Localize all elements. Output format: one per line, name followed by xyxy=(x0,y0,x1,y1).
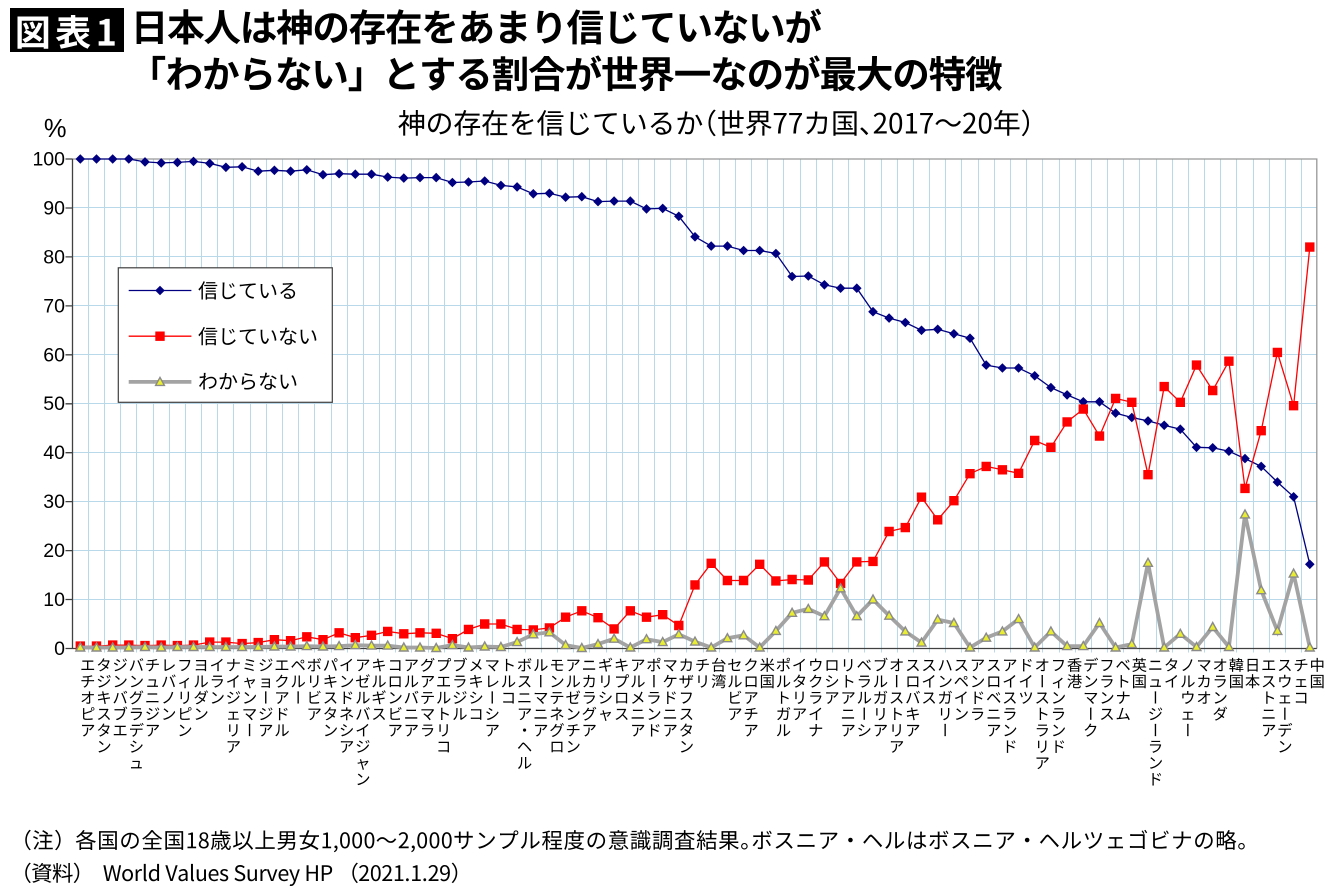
svg-text:90: 90 xyxy=(43,198,65,220)
svg-text:30: 30 xyxy=(43,491,65,513)
svg-text:100: 100 xyxy=(32,149,65,171)
svg-text:0: 0 xyxy=(54,638,65,660)
svg-text:80: 80 xyxy=(43,246,65,268)
svg-text:50: 50 xyxy=(43,393,65,415)
svg-text:70: 70 xyxy=(43,295,65,317)
svg-text:40: 40 xyxy=(43,442,65,464)
svg-text:60: 60 xyxy=(43,344,65,366)
svg-text:10: 10 xyxy=(43,589,65,611)
svg-text:%: % xyxy=(44,115,67,143)
svg-text:20: 20 xyxy=(43,540,65,562)
